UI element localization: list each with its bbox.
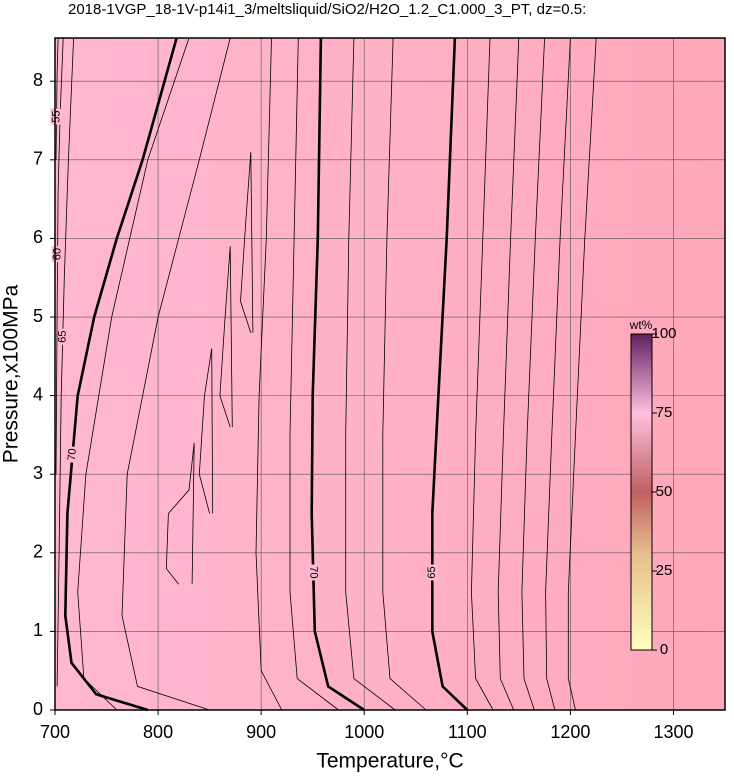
y-tick-label: 6 [33,227,43,247]
contour-line [497,37,520,711]
y-tick-label: 1 [33,620,43,640]
colorbar-label: wt% [629,318,653,332]
x-tick-label: 1200 [550,722,590,742]
y-tick-label: 4 [33,384,43,404]
contour-label-bg [65,446,80,464]
y-tick-label: 7 [33,149,43,169]
y-tick-label: 8 [33,70,43,90]
contour-label-bg [426,564,439,581]
contour-line [470,37,494,711]
y-tick-label: 5 [33,306,43,326]
y-tick-label: 0 [33,699,43,719]
colorbar-tick-label: 25 [656,562,673,579]
contour-label: 60 [51,248,63,260]
contour-line [567,37,597,711]
contour-line [382,37,427,711]
plot-frame [54,37,726,711]
colorbar-tick-label: 100 [651,325,676,342]
contour-line [240,151,254,333]
x-tick-label: 1300 [653,722,693,742]
y-axis-label: Pressure,x100MPa [0,284,23,463]
contour-label-bg [307,564,320,581]
contour-line [521,37,545,711]
x-axis-label: Temperature,°C [316,750,463,773]
x-tick-label: 900 [246,722,276,742]
contour-line [545,37,571,711]
x-tick-label: 1100 [448,722,487,742]
contour-line [255,37,283,711]
contour-label: 70 [66,448,79,461]
contour-line [431,37,469,711]
contour-line [219,246,233,428]
y-tick-label: 3 [33,463,43,483]
contour-label-bg [50,108,63,125]
contour-line [198,348,214,514]
contour-line [345,37,396,711]
x-tick-label: 700 [40,722,70,742]
contour-line [55,37,64,475]
contour-label-bg [56,328,69,345]
contour-line [165,442,195,585]
contour-label: 70 [307,566,319,579]
contour-line [55,37,59,160]
x-tick-label: 800 [143,722,173,742]
contour-line [121,37,231,711]
colorbar-tick-label: 0 [660,641,668,658]
colorbar-tick-label: 75 [656,404,673,421]
contour-line [289,37,339,711]
contour-label: 55 [50,110,62,122]
contour-line [77,37,190,711]
chart-title: 2018-1VGP_18-1V-p14i1_3/meltsliquid/SiO2… [68,1,586,18]
x-tick-label: 1000 [344,722,384,742]
y-tick-label: 2 [33,542,43,562]
contour-line [310,37,365,712]
contour-label: 65 [56,330,68,343]
contour-label: 65 [426,566,438,578]
colorbar [630,333,653,651]
colorbar-tick-label: 50 [656,483,673,500]
